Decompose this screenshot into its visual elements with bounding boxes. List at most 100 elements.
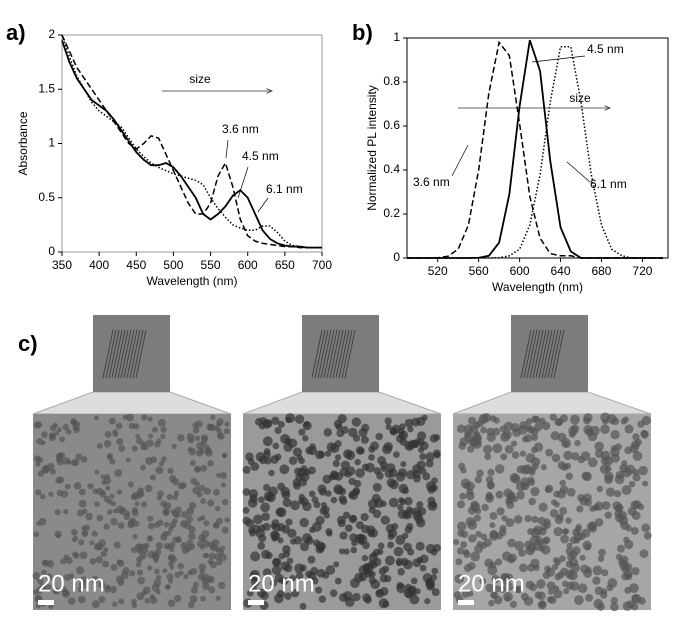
particle [64,483,71,490]
particle [641,523,651,533]
particle [338,548,345,555]
particle [368,453,375,461]
particle [104,430,112,438]
particle [419,564,427,572]
particle [355,468,365,478]
particle [352,592,361,602]
particle [318,488,327,496]
particle [525,580,535,590]
particle [566,542,573,549]
particle [610,596,618,605]
particle [563,450,573,461]
particle [407,439,417,449]
particle [454,573,465,584]
particle [120,571,129,580]
particle [486,427,495,436]
particle [395,471,406,482]
particle [340,460,350,470]
particle [212,522,220,529]
particle [536,579,546,589]
particle [329,589,338,598]
lattice [529,329,541,379]
particle [330,471,340,481]
particle [640,430,649,439]
particle [532,463,539,470]
particle [98,595,106,603]
particle [465,491,475,501]
particle [277,537,284,544]
particle [386,477,396,488]
particle [551,453,561,463]
particle [85,512,93,521]
particle [364,596,372,604]
particle [272,557,282,568]
particle [260,591,269,600]
particle [389,428,397,435]
particle [474,475,483,484]
particle [110,517,118,526]
particle [77,586,84,593]
particle [488,599,495,607]
particle [553,589,563,599]
particle [67,597,76,605]
x-tick-label: 350 [52,258,72,272]
particle [519,450,526,457]
particle [507,538,516,548]
particle [467,561,476,570]
particle [425,452,435,462]
particle [344,470,352,478]
particle [414,588,421,595]
particle [52,587,60,595]
particle [525,545,535,556]
particle [153,521,161,528]
particle [250,584,257,592]
lattice [120,329,132,379]
particle [480,533,488,541]
particle [416,460,426,470]
particle [567,570,578,581]
particle [505,518,515,527]
particle [638,465,648,476]
particle [460,541,468,549]
lattice [105,329,117,379]
particle [377,542,385,550]
particle [207,575,215,583]
particle [58,436,66,443]
particle [216,559,223,566]
particle [527,563,536,572]
particle [72,551,78,558]
particle [253,514,263,525]
particle [174,594,182,603]
particle [283,563,293,573]
lattice [129,329,141,379]
particle [262,568,272,577]
particle [431,588,440,597]
particle [219,471,228,480]
particle [65,428,72,435]
lattice [314,329,326,379]
particle [220,482,226,488]
particle [147,565,153,571]
particle [307,466,316,475]
particle [171,477,180,486]
particle [242,488,251,496]
particle [523,464,533,474]
particle [283,442,293,452]
particle [425,459,434,468]
particle [144,484,153,493]
particle [155,542,164,550]
particle [351,417,362,427]
particle [483,538,492,547]
particle [594,518,604,527]
particle [505,497,513,505]
particle [201,530,210,538]
particle [166,493,173,501]
particle [511,474,521,484]
particle [373,467,382,475]
particle [485,583,495,593]
x-tick-label: 600 [510,264,530,278]
particle [456,547,465,555]
particle [89,558,97,565]
particle [78,539,85,546]
